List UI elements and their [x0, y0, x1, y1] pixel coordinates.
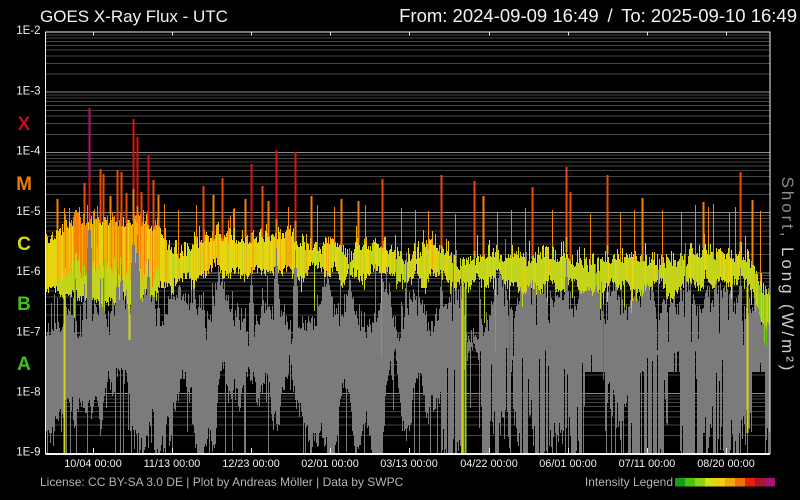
- svg-text:07/11 00:00: 07/11 00:00: [619, 458, 676, 470]
- svg-text:GOES X-Ray Flux - UTC: GOES X-Ray Flux - UTC: [40, 7, 228, 26]
- svg-text:Short, Long (W/m²): Short, Long (W/m²): [778, 177, 797, 374]
- svg-text:1E-7: 1E-7: [16, 326, 40, 338]
- svg-text:11/13 00:00: 11/13 00:00: [144, 458, 201, 470]
- svg-text:06/01 00:00: 06/01 00:00: [539, 458, 597, 470]
- svg-text:1E-3: 1E-3: [16, 85, 40, 97]
- svg-text:02/01 00:00: 02/01 00:00: [301, 458, 359, 470]
- svg-text:M: M: [16, 174, 32, 195]
- svg-text:X: X: [18, 114, 31, 135]
- svg-text:C: C: [17, 234, 31, 255]
- svg-text:10/04 00:00: 10/04 00:00: [64, 458, 122, 470]
- svg-text:From: 2024-09-09 16:49 / To:: From: 2024-09-09 16:49 / To: 2025-09-10 …: [399, 5, 797, 26]
- svg-text:1E-6: 1E-6: [16, 266, 40, 278]
- svg-text:1E-8: 1E-8: [16, 387, 40, 399]
- svg-text:12/23 00:00: 12/23 00:00: [222, 458, 280, 470]
- svg-text:Intensity Legend: Intensity Legend: [585, 475, 673, 489]
- svg-text:1E-5: 1E-5: [16, 206, 40, 218]
- svg-text:08/20 00:00: 08/20 00:00: [697, 458, 755, 470]
- svg-text:03/13 00:00: 03/13 00:00: [380, 458, 438, 470]
- svg-text:A: A: [17, 354, 31, 375]
- svg-text:B: B: [17, 294, 31, 315]
- svg-text:1E-9: 1E-9: [16, 447, 40, 459]
- svg-text:License: CC BY-SA 3.0 DE | Plo: License: CC BY-SA 3.0 DE | Plot by Andre…: [40, 475, 404, 489]
- svg-text:04/22 00:00: 04/22 00:00: [460, 458, 518, 470]
- svg-text:1E-4: 1E-4: [16, 146, 41, 158]
- svg-text:1E-2: 1E-2: [16, 25, 40, 37]
